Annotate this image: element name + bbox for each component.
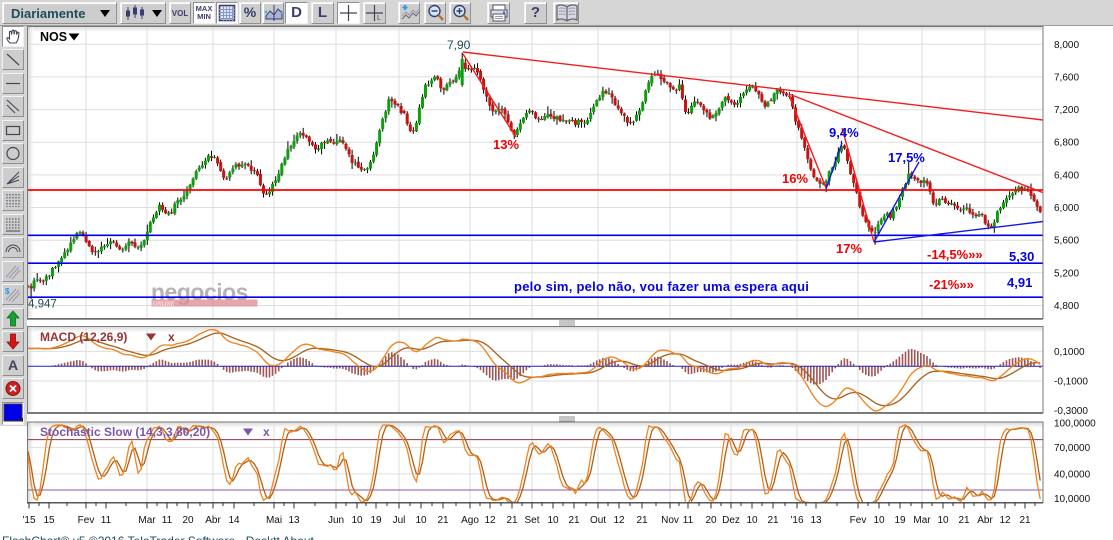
- svg-text:L: L: [377, 15, 381, 22]
- svg-text:19: 19: [370, 515, 382, 526]
- svg-text:9,4%: 9,4%: [829, 125, 859, 140]
- svg-text:11: 11: [683, 515, 694, 526]
- svg-text:-21%»»: -21%»»: [929, 277, 974, 292]
- svg-text:100,0000: 100,0000: [1054, 418, 1096, 429]
- svg-text:16%: 16%: [782, 171, 808, 186]
- svg-text:20: 20: [182, 515, 194, 526]
- svg-text:Abr: Abr: [205, 515, 221, 526]
- svg-text:Abr: Abr: [977, 515, 993, 526]
- svg-text:21: 21: [568, 515, 580, 526]
- svg-text:11: 11: [101, 515, 112, 526]
- svg-text:21: 21: [767, 515, 779, 526]
- svg-text:Nov: Nov: [661, 515, 679, 526]
- svg-text:ONLINE: ONLINE: [153, 302, 175, 308]
- svg-text:Ago: Ago: [461, 515, 479, 526]
- svg-text:40,0000: 40,0000: [1054, 469, 1091, 480]
- svg-text:Dez: Dez: [722, 515, 740, 526]
- svg-text:NOS: NOS: [40, 30, 67, 44]
- svg-text:10: 10: [351, 515, 363, 526]
- svg-text:4,947: 4,947: [28, 299, 57, 311]
- svg-text:Set: Set: [524, 515, 539, 526]
- svg-text:Stochastic Slow (14,3,3,80,20): Stochastic Slow (14,3,3,80,20): [40, 425, 210, 439]
- svg-text:6,000: 6,000: [1054, 203, 1079, 214]
- svg-text:15: 15: [43, 515, 55, 526]
- svg-text:11: 11: [162, 515, 173, 526]
- svg-text:Mar: Mar: [913, 515, 931, 526]
- svg-text:0,1000: 0,1000: [1054, 347, 1085, 358]
- svg-text:'16: '16: [790, 515, 803, 526]
- svg-text:Fev: Fev: [850, 515, 867, 526]
- svg-text:-0,1000: -0,1000: [1054, 377, 1088, 388]
- svg-text:4,800: 4,800: [1054, 301, 1079, 312]
- svg-text:10: 10: [873, 515, 885, 526]
- svg-text:Mar: Mar: [138, 515, 156, 526]
- svg-text:pelo sim, pelo não, vou fazer: pelo sim, pelo não, vou fazer uma espera…: [514, 279, 809, 294]
- svg-text:19: 19: [894, 515, 906, 526]
- svg-text:x: x: [168, 330, 175, 344]
- svg-text:7,90: 7,90: [447, 38, 471, 52]
- svg-text:12: 12: [613, 515, 625, 526]
- svg-text:6,800: 6,800: [1054, 138, 1079, 149]
- svg-text:-14,5%»»: -14,5%»»: [927, 247, 983, 262]
- svg-text:10: 10: [547, 515, 559, 526]
- svg-text:7,600: 7,600: [1054, 72, 1079, 83]
- svg-text:5,600: 5,600: [1054, 236, 1079, 247]
- svg-text:13%: 13%: [493, 137, 519, 152]
- svg-text:13: 13: [810, 515, 822, 526]
- svg-text:5,200: 5,200: [1054, 268, 1079, 279]
- svg-text:21: 21: [506, 515, 518, 526]
- svg-text:20: 20: [705, 515, 717, 526]
- svg-text:10,0000: 10,0000: [1054, 494, 1091, 505]
- svg-text:4,91: 4,91: [1007, 275, 1032, 290]
- svg-text:21: 21: [437, 515, 449, 526]
- svg-text:FlashChart® v5 ©2016 TeleTrade: FlashChart® v5 ©2016 TeleTrader Software…: [2, 534, 314, 540]
- svg-text:21: 21: [958, 515, 970, 526]
- svg-text:10: 10: [746, 515, 758, 526]
- svg-text:Jul: Jul: [393, 515, 406, 526]
- svg-text:70,0000: 70,0000: [1054, 443, 1091, 454]
- svg-text:17,5%: 17,5%: [888, 150, 925, 165]
- svg-text:12: 12: [484, 515, 496, 526]
- svg-text:Mai: Mai: [266, 515, 282, 526]
- svg-text:13: 13: [288, 515, 300, 526]
- svg-text:7,200: 7,200: [1054, 105, 1079, 116]
- svg-text:21: 21: [1019, 515, 1031, 526]
- svg-text:MACD (12,26,9): MACD (12,26,9): [40, 330, 127, 344]
- svg-text:6,400: 6,400: [1054, 170, 1079, 181]
- svg-text:8,000: 8,000: [1054, 40, 1079, 51]
- svg-text:Out: Out: [590, 515, 606, 526]
- svg-text:-0,3000: -0,3000: [1054, 406, 1088, 417]
- svg-text:'15: '15: [22, 515, 35, 526]
- svg-text:17%: 17%: [836, 241, 862, 256]
- svg-text:10: 10: [415, 515, 427, 526]
- svg-text:5,30: 5,30: [1009, 249, 1034, 264]
- svg-text:Jun: Jun: [328, 515, 344, 526]
- svg-text:21: 21: [636, 515, 648, 526]
- svg-text:14: 14: [228, 515, 240, 526]
- svg-text:12: 12: [999, 515, 1011, 526]
- svg-text:Fev: Fev: [78, 515, 95, 526]
- svg-text:10: 10: [937, 515, 949, 526]
- svg-text:$: $: [5, 287, 10, 296]
- svg-text:x: x: [263, 425, 270, 439]
